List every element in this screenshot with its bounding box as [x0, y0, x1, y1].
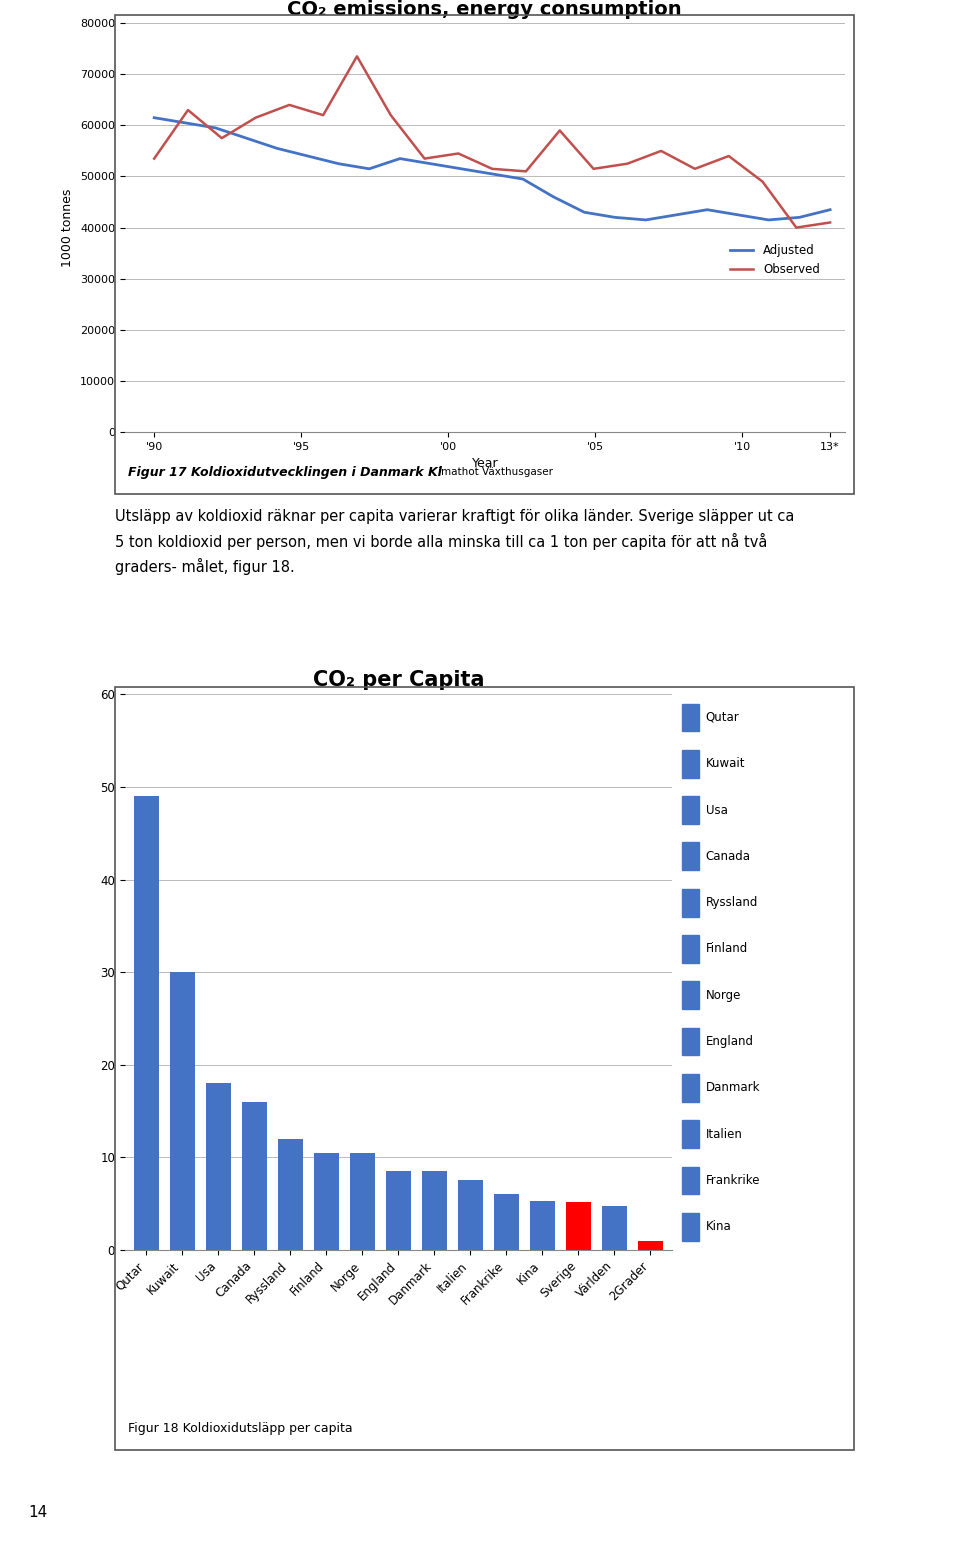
Observed	[656, 142, 667, 160]
Bar	[682, 981, 699, 1009]
Bar	[565, 1202, 591, 1250]
Adjusted	[825, 201, 836, 219]
Text: Norge: Norge	[706, 989, 741, 1001]
Y-axis label: 1000 tonnes: 1000 tonnes	[61, 188, 74, 267]
Bar	[421, 1171, 447, 1250]
Text: Figur 18 Koldioxidutsläpp per capita: Figur 18 Koldioxidutsläpp per capita	[129, 1423, 353, 1435]
Text: Italien: Italien	[706, 1128, 742, 1140]
Adjusted	[702, 201, 713, 219]
Line: Observed: Observed	[155, 57, 830, 227]
Adjusted	[364, 159, 375, 177]
Text: 14: 14	[29, 1504, 48, 1520]
Adjusted	[456, 159, 468, 177]
Title: CO₂ emissions, energy consumption: CO₂ emissions, energy consumption	[287, 0, 683, 19]
Observed	[554, 122, 565, 140]
Bar	[682, 1028, 699, 1055]
Observed	[250, 108, 261, 127]
Observed	[216, 130, 228, 148]
Text: Canada: Canada	[706, 850, 751, 863]
Observed	[520, 162, 532, 181]
Observed	[621, 154, 633, 173]
Bar	[205, 1083, 231, 1250]
Text: Ryssland: Ryssland	[706, 896, 758, 909]
Adjusted	[302, 147, 314, 165]
Text: Finland: Finland	[706, 943, 748, 955]
Bar	[602, 1207, 627, 1250]
Bar	[530, 1200, 555, 1250]
Observed	[182, 100, 194, 119]
Text: Danmark: Danmark	[706, 1082, 760, 1094]
Adjusted	[671, 205, 683, 224]
Bar	[314, 1153, 339, 1250]
Observed	[689, 159, 701, 177]
Observed	[487, 159, 498, 177]
Text: Utsläpp av koldioxid räknar per capita varierar kraftigt för olika länder. Sveri: Utsläpp av koldioxid räknar per capita v…	[115, 509, 795, 576]
Bar	[637, 1241, 663, 1250]
Bar	[682, 935, 699, 963]
Bar	[277, 1139, 303, 1250]
Observed	[790, 218, 802, 236]
Bar	[682, 704, 699, 731]
Bar	[682, 1167, 699, 1194]
Observed	[385, 106, 396, 125]
Adjusted	[732, 205, 744, 224]
Adjusted	[517, 170, 529, 188]
Bar	[682, 750, 699, 778]
Adjusted	[425, 154, 437, 173]
Adjusted	[579, 204, 590, 222]
Observed	[318, 106, 329, 125]
Bar	[170, 972, 195, 1250]
Adjusted	[640, 211, 652, 230]
Bar	[349, 1153, 375, 1250]
Bar	[133, 796, 159, 1250]
Observed	[149, 150, 160, 168]
Bar	[682, 1213, 699, 1241]
Bar	[493, 1194, 519, 1250]
Text: England: England	[706, 1035, 754, 1048]
Observed	[419, 150, 430, 168]
Bar	[682, 889, 699, 917]
Adjusted	[763, 211, 775, 230]
Observed	[723, 147, 734, 165]
Text: Qutar: Qutar	[706, 711, 739, 724]
Legend: Adjusted, Observed: Adjusted, Observed	[725, 239, 825, 281]
Adjusted	[610, 208, 621, 227]
Bar	[682, 1074, 699, 1102]
Text: imathot Växthusgaser: imathot Växthusgaser	[438, 468, 553, 477]
Bar	[682, 1120, 699, 1148]
Text: Frankrike: Frankrike	[706, 1174, 760, 1187]
Observed	[588, 159, 599, 177]
Adjusted	[241, 130, 252, 148]
Bar	[242, 1102, 267, 1250]
Text: Kina: Kina	[706, 1221, 732, 1233]
Text: Kuwait: Kuwait	[706, 758, 745, 770]
Adjusted	[548, 188, 560, 207]
Bar	[682, 842, 699, 870]
Adjusted	[333, 154, 345, 173]
Bar	[386, 1171, 411, 1250]
Bar	[682, 796, 699, 824]
Adjusted	[487, 165, 498, 184]
Adjusted	[210, 119, 222, 137]
Adjusted	[395, 150, 406, 168]
Title: CO₂ per Capita: CO₂ per Capita	[313, 670, 484, 690]
Line: Adjusted: Adjusted	[155, 117, 830, 221]
Text: Figur 17 Koldioxidutvecklingen i Danmark Kl: Figur 17 Koldioxidutvecklingen i Danmark…	[129, 466, 443, 478]
Adjusted	[794, 208, 805, 227]
Observed	[283, 96, 295, 114]
X-axis label: Year: Year	[471, 457, 498, 471]
Observed	[452, 143, 464, 162]
Observed	[825, 213, 836, 231]
Adjusted	[149, 108, 160, 127]
Text: Usa: Usa	[706, 804, 728, 816]
Adjusted	[180, 114, 191, 133]
Observed	[756, 173, 768, 191]
Bar	[458, 1180, 483, 1250]
Observed	[351, 48, 363, 66]
Adjusted	[272, 139, 283, 157]
